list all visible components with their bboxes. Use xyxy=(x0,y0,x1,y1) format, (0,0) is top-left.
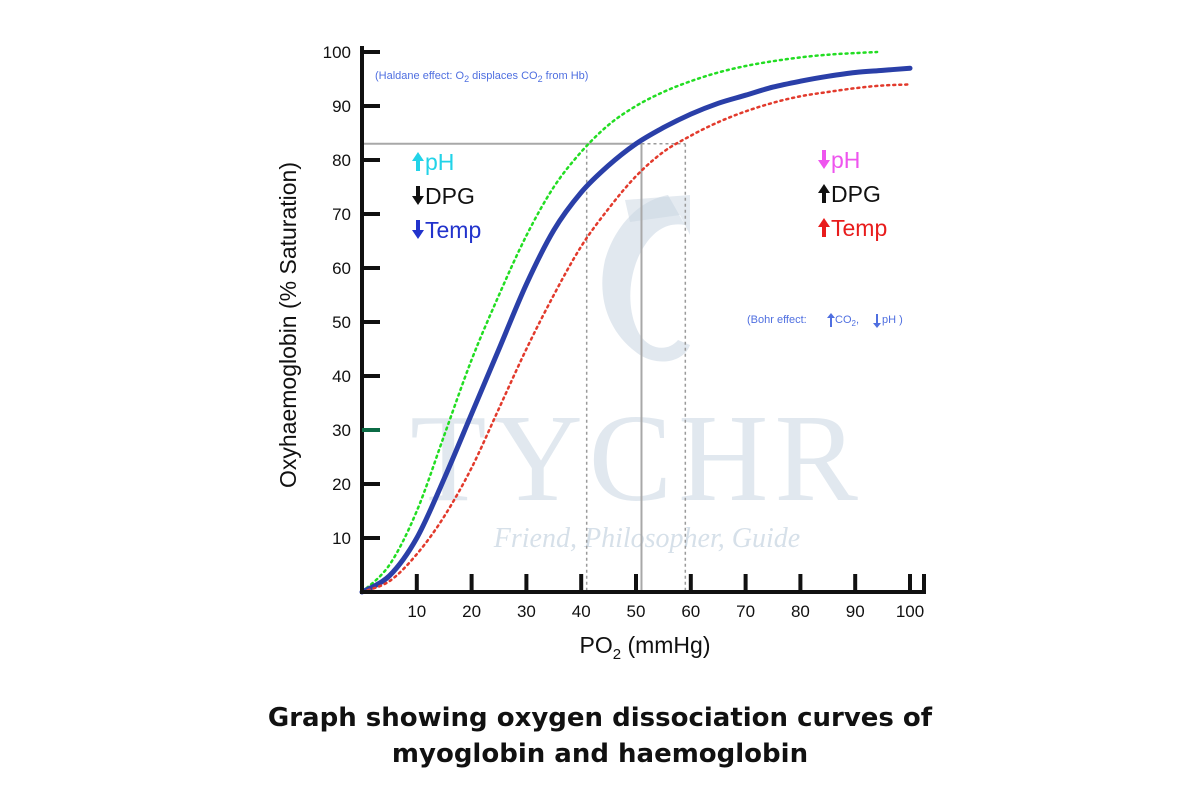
x-axis-title-unit: (mmHg) xyxy=(621,632,710,658)
right-dpg-up-arrow-icon xyxy=(818,184,830,203)
x-tick-label: 30 xyxy=(517,602,536,621)
watermark-brand: TYCHR xyxy=(410,390,864,528)
left-dpg-down-arrow-icon xyxy=(412,186,424,205)
x-axis-title: PO2 (mmHg) xyxy=(579,632,710,663)
y-tick-label: 40 xyxy=(332,367,351,386)
haldane-note: (Haldane effect: O2 displaces CO2 from H… xyxy=(375,70,588,84)
x-tick-label: 100 xyxy=(896,602,924,621)
right-ph-down-arrow-icon xyxy=(818,150,830,169)
bohr-co2-text: CO xyxy=(835,314,852,326)
y-tick-label: 50 xyxy=(332,313,351,332)
haldane-middle: displaces CO xyxy=(469,70,538,82)
caption-line-1: Graph showing oxygen dissociation curves… xyxy=(267,703,933,733)
left-ph-up-arrow-icon xyxy=(412,152,424,171)
bohr-up-arrow-icon xyxy=(827,313,835,327)
x-tick-label: 20 xyxy=(462,602,481,621)
bohr-down-arrow-icon xyxy=(873,314,881,328)
x-tick-label: 60 xyxy=(681,602,700,621)
y-tick-label: 100 xyxy=(323,43,351,62)
x-tick-label: 50 xyxy=(627,602,646,621)
right-temp-label: Temp xyxy=(831,215,887,241)
left-shift-factors: pH DPG Temp xyxy=(412,149,481,243)
bohr-ph: pH ) xyxy=(882,314,903,326)
haldane-sub1: 2 xyxy=(464,74,469,84)
haldane-sub2: 2 xyxy=(538,74,543,84)
y-tick-label: 90 xyxy=(332,97,351,116)
bohr-comma: , xyxy=(856,314,859,326)
oxygen-dissociation-chart: TYCHR Friend, Philosopher, Guide 10 20 30 4… xyxy=(275,43,926,663)
right-ph-label: pH xyxy=(831,147,860,173)
watermark-tagline: Friend, Philosopher, Guide xyxy=(493,523,800,554)
left-ph-label: pH xyxy=(425,149,454,175)
left-dpg-label: DPG xyxy=(425,183,475,209)
reference-lines xyxy=(362,142,687,592)
haldane-prefix: (Haldane effect: O xyxy=(375,70,465,82)
x-axis-ticks: 10 20 30 40 50 60 70 80 90 100 xyxy=(407,574,926,621)
x-axis-title-main: PO xyxy=(579,632,612,658)
x-tick-label: 80 xyxy=(791,602,810,621)
watermark: TYCHR Friend, Philosopher, Guide xyxy=(410,195,864,554)
bohr-co2-sub: 2 xyxy=(852,319,857,328)
caption-line-2: myoglobin and haemoglobin xyxy=(391,739,809,769)
y-tick-label: 10 xyxy=(332,529,351,548)
y-tick-label: 70 xyxy=(332,205,351,224)
x-tick-label: 40 xyxy=(572,602,591,621)
axes xyxy=(360,46,926,594)
curve-normal xyxy=(359,65,913,595)
right-shift-factors: pH DPG Temp xyxy=(818,147,887,241)
y-tick-label: 20 xyxy=(332,475,351,494)
curves xyxy=(359,50,913,595)
figure-caption: Graph showing oxygen dissociation curves… xyxy=(0,700,1200,772)
y-axis-title: Oxyhaemoglobin (% Saturation) xyxy=(275,162,301,488)
haldane-suffix: from Hb) xyxy=(543,70,589,82)
y-tick-label: 60 xyxy=(332,259,351,278)
watermark-emblem xyxy=(602,195,690,362)
left-temp-label: Temp xyxy=(425,217,481,243)
curve-right-shift xyxy=(360,83,912,594)
y-tick-label: 80 xyxy=(332,151,351,170)
curve-left-shift xyxy=(360,50,879,594)
right-dpg-label: DPG xyxy=(831,181,881,207)
bohr-prefix: (Bohr effect: xyxy=(747,314,807,326)
bohr-co2: CO2, xyxy=(835,314,859,328)
right-temp-up-arrow-icon xyxy=(818,218,830,237)
x-tick-label: 70 xyxy=(736,602,755,621)
bohr-note: (Bohr effect: CO2, pH ) xyxy=(747,313,903,328)
x-axis-title-sub: 2 xyxy=(613,646,621,663)
left-temp-down-arrow-icon xyxy=(412,220,424,239)
x-tick-label: 10 xyxy=(407,602,426,621)
x-tick-label: 90 xyxy=(846,602,865,621)
y-axis-ticks: 10 20 30 40 50 60 70 80 90 100 xyxy=(323,43,380,548)
y-tick-label: 30 xyxy=(332,421,351,440)
